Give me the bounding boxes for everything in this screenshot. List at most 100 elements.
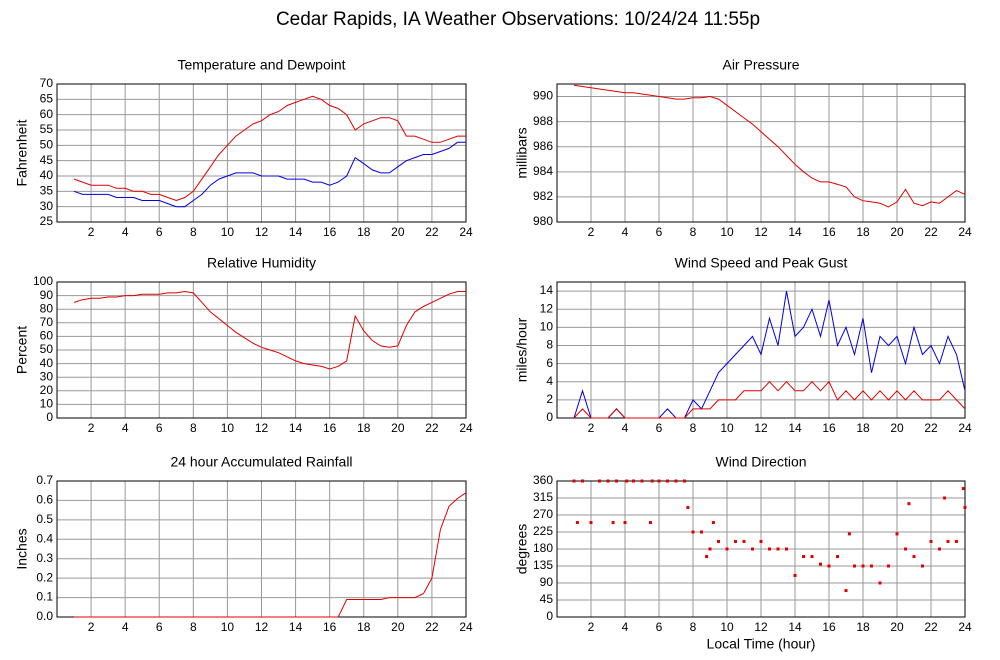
y-tick-label: 986: [533, 139, 553, 153]
y-tick-label: 90: [40, 288, 54, 302]
data-point: [691, 530, 695, 534]
data-point: [827, 564, 831, 568]
y-tick-label: 0.2: [36, 570, 53, 584]
data-point: [768, 547, 771, 551]
data-point: [895, 532, 899, 536]
y-tick-label: 4: [546, 374, 553, 388]
data-point: [598, 479, 601, 483]
panel-title: Air Pressure: [722, 57, 799, 73]
data-point: [615, 479, 618, 483]
x-tick-label: 14: [788, 421, 802, 435]
y-tick-label: 90: [540, 575, 554, 589]
x-tick-label: 14: [788, 225, 802, 239]
panel: 0.00.10.20.30.40.50.60.72 4 6 8 10 12 14 16 18 20…: [14, 454, 473, 634]
data-point: [683, 479, 686, 483]
panel-title: Relative Humidity: [207, 255, 316, 271]
x-tick-label: 2: [588, 225, 595, 239]
x-tick-label: 20: [890, 225, 904, 239]
y-tick-label: 0.4: [36, 531, 53, 545]
data-point: [623, 521, 627, 525]
data-point: [938, 547, 941, 551]
data-line: [73, 141, 466, 208]
x-tick-label: 8: [690, 620, 697, 634]
data-line: [73, 290, 466, 370]
x-tick-label: 16: [323, 421, 337, 435]
x-tick-label: 2: [88, 421, 95, 435]
y-tick-label: 360: [533, 473, 553, 487]
y-tick-label: 0: [546, 609, 553, 623]
y-tick-label: 0.7: [36, 473, 53, 487]
panel-title: Wind Speed and Peak Gust: [675, 255, 848, 271]
x-tick-label: 4: [122, 421, 129, 435]
data-point: [589, 521, 593, 525]
y-tick-label: 270: [533, 507, 553, 521]
y-tick-label: 50: [40, 342, 54, 356]
data-point: [921, 564, 924, 568]
x-tick-label: 22: [924, 620, 938, 634]
x-tick-label: 14: [289, 225, 303, 239]
data-point: [606, 479, 610, 483]
x-tick-label: 16: [822, 225, 836, 239]
data-line: [74, 492, 467, 618]
y-tick-label: 135: [533, 558, 553, 572]
x-tick-label: 2: [588, 620, 595, 634]
x-tick-label: 24: [459, 620, 473, 634]
x-tick-label: 22: [924, 421, 938, 435]
data-point: [870, 564, 873, 568]
y-tick-label: 0.3: [36, 551, 53, 565]
y-tick-label: 30: [40, 199, 54, 213]
data-point: [708, 547, 712, 551]
x-tick-label: 14: [289, 620, 303, 634]
x-tick-label: 18: [357, 225, 371, 239]
data-point: [810, 555, 814, 559]
x-tick-label: 24: [459, 421, 473, 435]
x-tick-label: 18: [856, 225, 870, 239]
x-tick-label: 2: [588, 421, 595, 435]
y-axis-label: Fahrenheit: [14, 119, 30, 186]
data-point: [955, 539, 958, 543]
x-tick-label: 18: [856, 421, 870, 435]
y-tick-label: 0.5: [36, 512, 53, 526]
data-point: [717, 539, 720, 543]
x-tick-label: 6: [156, 421, 163, 435]
data-point: [878, 581, 882, 585]
data-point: [819, 562, 822, 566]
x-tick-label: 6: [656, 225, 663, 239]
data-line: [573, 380, 966, 419]
y-tick-label: 0: [546, 410, 553, 424]
x-tick-label: 20: [890, 620, 904, 634]
data-point: [611, 521, 615, 525]
x-tick-label: 6: [156, 620, 163, 634]
y-tick-label: 0.0: [36, 609, 53, 623]
data-point: [674, 479, 678, 483]
data-point: [650, 479, 654, 483]
x-tick-label: 24: [958, 225, 972, 239]
y-tick-label: 225: [533, 524, 553, 538]
data-point: [632, 479, 635, 483]
plot-frame: [56, 83, 467, 223]
x-tick-label: 12: [255, 225, 269, 239]
x-tick-label: 18: [357, 421, 371, 435]
main-title: Cedar Rapids, IA Weather Observations: 1…: [276, 9, 760, 30]
x-tick-label: 12: [754, 620, 768, 634]
y-tick-label: 14: [540, 283, 554, 297]
data-point: [943, 496, 947, 500]
data-point: [734, 539, 737, 543]
y-axis-label: miles/hour: [514, 317, 530, 382]
x-tick-label: 12: [255, 421, 269, 435]
data-point: [725, 547, 729, 551]
y-tick-label: 0: [46, 410, 53, 424]
x-tick-label: 6: [656, 620, 663, 634]
data-point: [785, 547, 788, 551]
data-point: [711, 521, 715, 525]
x-tick-label: 24: [459, 225, 473, 239]
y-tick-label: 50: [40, 138, 54, 152]
x-tick-label: 10: [720, 620, 734, 634]
data-point: [793, 573, 797, 577]
data-point: [961, 487, 965, 491]
x-tick-label: 4: [122, 620, 129, 634]
y-tick-label: 315: [533, 490, 553, 504]
